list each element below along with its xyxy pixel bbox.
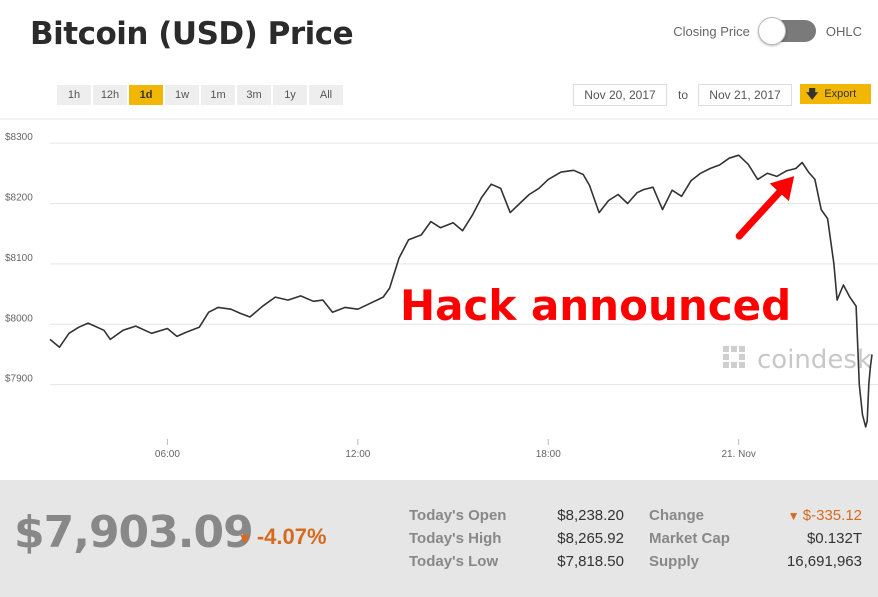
y-tick-label: $8300 <box>5 132 33 143</box>
date-to-label: to <box>678 88 689 102</box>
range-1m-button[interactable]: 1m <box>201 85 235 105</box>
today-high-value: $8,265.92 <box>557 530 624 547</box>
range-3m-button[interactable]: 3m <box>237 85 271 105</box>
download-arrow-icon: 🡇 <box>806 87 819 101</box>
time-range-selector: 1h 12h 1d 1w 1m 3m 1y All <box>57 85 343 105</box>
range-1w-button[interactable]: 1w <box>165 85 199 105</box>
today-low-label: Today's Low <box>409 553 499 570</box>
ohlc-label: OHLC <box>825 23 862 39</box>
price-mode-toggle-group: Closing Price OHLC <box>673 17 862 45</box>
range-1h-button[interactable]: 1h <box>57 85 91 105</box>
current-price: $7,903.09 <box>14 507 254 558</box>
x-tick-label: 06:00 <box>155 449 180 460</box>
price-series-line <box>49 154 873 428</box>
range-all-button[interactable]: All <box>309 85 343 105</box>
coindesk-logo-icon <box>723 346 745 368</box>
watermark-text: coindesk <box>757 345 872 375</box>
price-chart: $8300 $8200 $8100 $8000 $7900 06:00 12:00 18:0… <box>0 118 878 478</box>
toggle-knob[interactable] <box>757 17 786 45</box>
x-tick-label: 18:00 <box>536 449 561 460</box>
x-tick-label: 21. Nov <box>721 449 755 460</box>
x-tick-label: 12:00 <box>345 449 370 460</box>
change-down-triangle-icon: ▼ <box>787 509 803 523</box>
price-mode-toggle[interactable] <box>757 17 816 45</box>
change-value-text: $-335.12 <box>802 507 862 524</box>
annotation-arrow-shaft <box>735 188 783 240</box>
market-cap-label: Market Cap <box>649 530 730 547</box>
change-percent-value: -4.07% <box>256 524 327 549</box>
price-chart-svg: $8300 $8200 $8100 $8000 $7900 06:00 12:00 18:0… <box>0 118 878 460</box>
range-1y-button[interactable]: 1y <box>273 85 307 105</box>
supply-label: Supply <box>649 553 700 570</box>
today-open-label: Today's Open <box>409 507 507 524</box>
change-percent: ▼ -4.07% <box>237 524 327 550</box>
annotation-arrow <box>735 176 795 240</box>
change-label: Change <box>649 507 705 524</box>
stats-panel: $7,903.09 ▼ -4.07% Today's Open $8,238.20… <box>0 480 878 597</box>
date-from-input[interactable]: Nov 20, 2017 <box>573 84 667 106</box>
y-tick-label: $8200 <box>5 193 33 204</box>
annotation-arrow-head <box>769 176 795 202</box>
coindesk-watermark: coindesk <box>723 345 872 375</box>
range-12h-button[interactable]: 12h <box>93 85 127 105</box>
supply-value: 16,691,963 <box>786 553 862 570</box>
export-button[interactable]: 🡇 Export <box>800 84 871 104</box>
y-tick-label: $7900 <box>5 374 33 385</box>
page-title: Bitcoin (USD) Price <box>30 16 354 52</box>
y-tick-label: $8000 <box>5 313 33 324</box>
y-tick-label: $8100 <box>5 253 33 264</box>
hack-annotation-text: Hack announced <box>400 281 791 330</box>
today-low-value: $7,818.50 <box>557 553 624 570</box>
down-triangle-icon: ▼ <box>237 531 253 548</box>
change-value: ▼ $-335.12 <box>788 507 862 524</box>
today-open-value: $8,238.20 <box>557 507 624 524</box>
range-1d-button[interactable]: 1d <box>129 85 163 105</box>
closing-price-label: Closing Price <box>673 23 750 39</box>
market-cap-value: $0.132T <box>806 530 862 547</box>
date-to-input[interactable]: Nov 21, 2017 <box>698 84 792 106</box>
today-high-label: Today's High <box>409 530 502 547</box>
export-label: Export <box>824 88 857 100</box>
